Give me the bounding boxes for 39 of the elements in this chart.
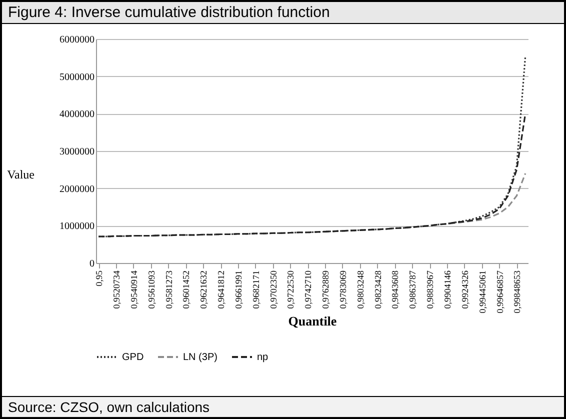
legend-label: np (257, 352, 269, 363)
x-tick-label: 0,9601452 (181, 270, 192, 309)
source-note: Source: CZSO, own calculations (2, 396, 564, 417)
x-tick-label: 0,9641812 (216, 270, 226, 309)
y-tick-label: 5000000 (60, 72, 94, 83)
x-tick-label: 0,9520734 (112, 270, 122, 309)
x-tick-label: 0,9843608 (390, 270, 400, 309)
x-tick-label: 0,9924326 (460, 270, 470, 309)
x-tick-label: 0,9863787 (408, 270, 418, 309)
x-tick-label: 0,9762889 (320, 270, 331, 309)
y-tick-label: 0 (90, 258, 94, 270)
x-tick-label: 0,95 (94, 270, 104, 286)
x-tick-label: 0,9742710 (303, 270, 314, 309)
x-tick-label: 0,9682171 (250, 270, 261, 309)
x-tick-label: 0,9904146 (442, 270, 452, 309)
y-tick-label: 4000000 (60, 109, 94, 120)
x-tick-label: 0,9581273 (164, 270, 174, 309)
x-tick-label: 0,9621632 (198, 270, 209, 309)
y-axis-title: Value (7, 168, 34, 182)
x-tick-label: 0,99445061 (477, 270, 488, 314)
x-tick-label: 0,9540914 (128, 270, 139, 309)
x-tick-label: 0,9803248 (355, 270, 366, 309)
legend-label: LN (3P) (183, 352, 218, 363)
x-tick-label: 0,9823428 (372, 270, 383, 309)
x-tick-label: 0,9661991 (233, 270, 244, 309)
x-tick-label: 0,9722530 (286, 270, 296, 309)
x-tick-label: 0,9783069 (338, 270, 348, 309)
x-tick-label: 0,99848653 (512, 270, 522, 314)
x-tick-label: 0,9702350 (268, 270, 278, 309)
legend-label: GPD (122, 352, 144, 363)
chart-title: Figure 4: Inverse cumulative distribution function (2, 2, 564, 24)
x-tick-label: 0,9561093 (146, 270, 156, 309)
y-tick-label: 6000000 (60, 34, 94, 46)
y-tick-label: 3000000 (60, 146, 94, 158)
x-tick-label: 0,9883967 (425, 270, 436, 309)
x-axis-title: Quantile (288, 313, 337, 328)
y-tick-label: 2000000 (60, 184, 94, 195)
x-tick-label: 0,99646857 (494, 270, 505, 314)
y-tick-label: 1000000 (60, 221, 94, 232)
